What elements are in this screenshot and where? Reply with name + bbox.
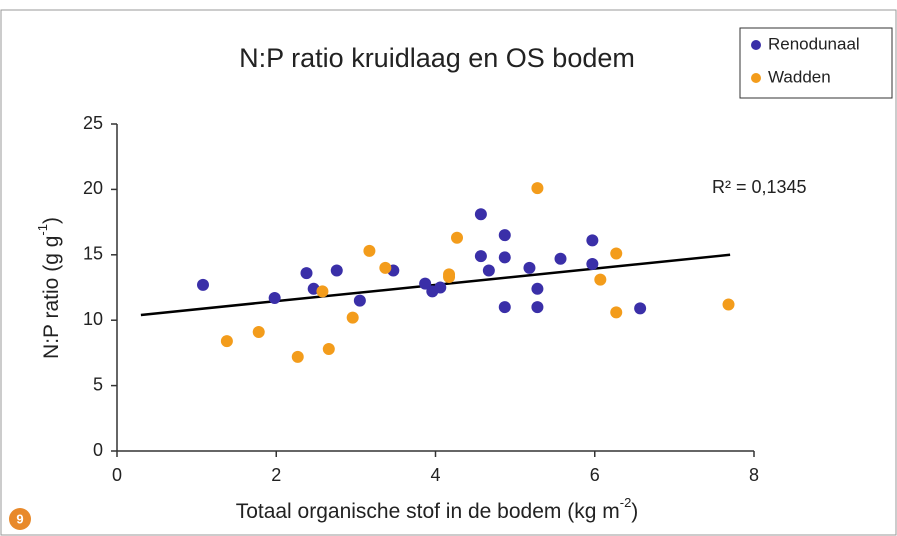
point	[330, 264, 343, 277]
point	[610, 306, 623, 319]
x-axis-label-part: )	[631, 500, 638, 523]
point	[196, 278, 209, 291]
point	[450, 231, 463, 244]
point	[300, 267, 313, 280]
x-axis-label-part: -2	[620, 495, 632, 510]
legend-label: Renodunaal	[768, 34, 860, 53]
x-tick-label: 4	[430, 465, 440, 485]
point	[722, 298, 735, 311]
y-axis-label: N:P ratio (g g-1)	[35, 217, 62, 359]
point	[554, 252, 567, 265]
y-tick-label: 10	[83, 309, 103, 329]
y-tick-label: 15	[83, 244, 103, 264]
point	[531, 301, 544, 314]
point	[634, 302, 647, 315]
x-tick-label: 8	[749, 465, 759, 485]
point	[498, 229, 511, 242]
y-axis-label-part: N:P ratio (g g	[40, 236, 63, 359]
point	[594, 273, 607, 286]
point	[291, 350, 304, 363]
point	[531, 182, 544, 195]
x-axis-label: Totaal organische stof in de bodem (kg m…	[236, 495, 639, 522]
point	[379, 261, 392, 274]
legend-marker	[751, 40, 761, 50]
chart-title: N:P ratio kruidlaag en OS bodem	[239, 43, 635, 73]
figure-number: 9	[16, 511, 23, 526]
y-axis-label-part: )	[40, 217, 63, 224]
point	[346, 311, 359, 324]
legend-marker	[751, 73, 761, 83]
point	[586, 257, 599, 270]
point	[482, 264, 495, 277]
point	[220, 335, 233, 348]
annotation: R² = 0,1345	[712, 177, 807, 197]
y-tick-label: 5	[93, 374, 103, 394]
point	[610, 247, 623, 260]
x-tick-label: 6	[590, 465, 600, 485]
x-axis-label-part: Totaal organische stof in de bodem (kg m	[236, 500, 620, 523]
point	[268, 291, 281, 304]
point	[443, 268, 456, 281]
point	[498, 251, 511, 264]
y-axis-label-part: -1	[35, 224, 50, 236]
point	[322, 342, 335, 355]
point	[531, 282, 544, 295]
legend-label: Wadden	[768, 67, 831, 86]
point	[363, 244, 376, 257]
x-tick-label: 2	[271, 465, 281, 485]
figure-badge	[9, 508, 31, 530]
point	[498, 301, 511, 314]
y-tick-label: 25	[83, 113, 103, 133]
point	[353, 294, 366, 307]
y-tick-label: 0	[93, 440, 103, 460]
point	[419, 277, 432, 290]
point	[316, 285, 329, 298]
x-tick-label: 0	[112, 465, 122, 485]
point	[523, 261, 536, 274]
point	[474, 208, 487, 221]
point	[434, 281, 447, 294]
point	[586, 234, 599, 247]
y-tick-label: 20	[83, 178, 103, 198]
point	[474, 250, 487, 263]
point	[252, 325, 265, 338]
legend-box	[739, 27, 893, 99]
